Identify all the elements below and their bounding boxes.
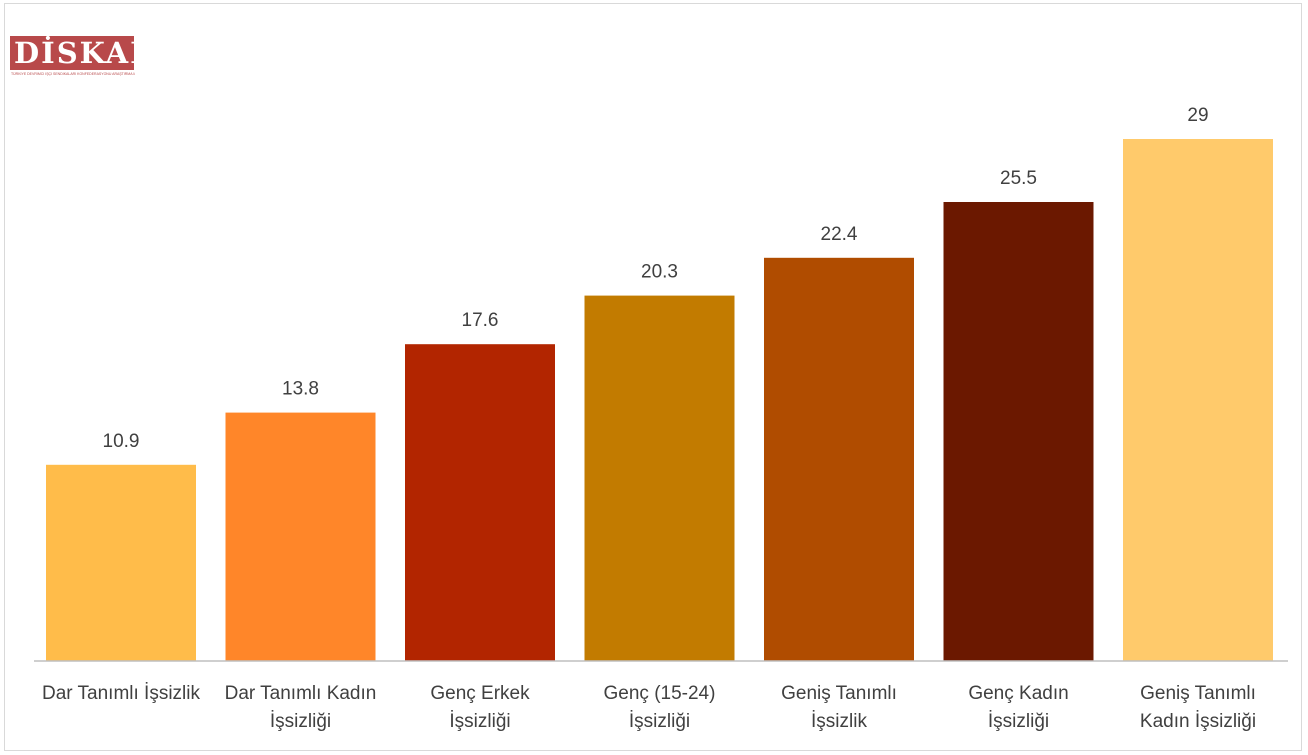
bar-5 xyxy=(764,257,914,661)
value-label-6: 25.5 xyxy=(1000,168,1037,189)
bar-4 xyxy=(584,295,735,661)
category-label-5-line-1: Geniş Tanımlı xyxy=(781,683,897,704)
category-label-4-line-2: İşsizliği xyxy=(629,711,690,732)
logo-badge: DİSKAR xyxy=(10,36,154,70)
logo-subtitle: TÜRKİYE DEVRİMCİ İŞÇİ SENDİKALARI KONFED… xyxy=(11,72,135,76)
bar-7 xyxy=(1123,139,1273,661)
category-label-5-line-2: İşsizlik xyxy=(811,711,867,732)
bars-group xyxy=(46,139,1273,661)
value-label-5: 22.4 xyxy=(821,224,858,245)
value-label-7: 29 xyxy=(1187,105,1208,126)
bar-1 xyxy=(46,464,196,661)
category-label-7-line-1: Geniş Tanımlı xyxy=(1140,683,1256,704)
category-label-3-line-1: Genç Erkek xyxy=(430,683,530,704)
value-labels-group: 10.9 13.8 17.6 20.3 22.4 25.5 29 xyxy=(103,105,1209,452)
bar-6 xyxy=(943,202,1094,661)
value-label-2: 13.8 xyxy=(282,379,319,400)
value-label-4: 20.3 xyxy=(641,262,678,283)
category-labels-group: Dar Tanımlı İşsizlik Dar Tanımlı Kadın İşs… xyxy=(42,683,1256,732)
bar-2 xyxy=(225,412,376,661)
category-label-7-line-2: Kadın İşsizliği xyxy=(1140,711,1256,732)
value-label-1: 10.9 xyxy=(103,431,140,452)
diskar-logo: DİSKAR TÜRKİYE DEVRİMCİ İŞÇİ SENDİKALARI… xyxy=(10,36,154,82)
value-label-3: 17.6 xyxy=(462,310,499,331)
category-label-4-line-1: Genç (15-24) xyxy=(604,683,716,704)
category-label-6-line-2: İşsizliği xyxy=(988,711,1049,732)
bar-3 xyxy=(405,344,555,661)
category-label-3-line-2: İşsizliği xyxy=(449,711,510,732)
logo-text: DİSKAR xyxy=(14,36,157,70)
category-label-2-line-2: İşsizliği xyxy=(270,711,331,732)
category-label-6-line-1: Genç Kadın xyxy=(968,683,1068,704)
category-label-2-line-1: Dar Tanımlı Kadın xyxy=(225,683,377,704)
category-label-1-line-1: Dar Tanımlı İşsizlik xyxy=(42,683,201,704)
